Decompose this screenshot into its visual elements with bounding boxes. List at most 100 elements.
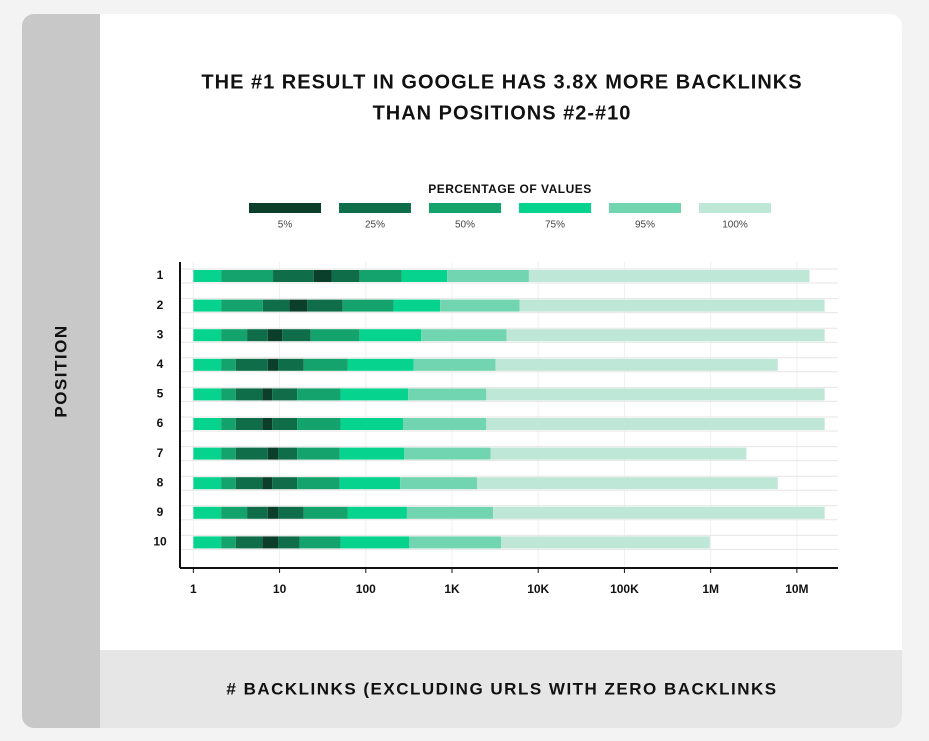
bar-segment xyxy=(262,477,273,490)
y-tick-label: 2 xyxy=(157,298,164,312)
bar-segment xyxy=(297,447,340,460)
bar-segment xyxy=(307,299,343,312)
x-tick-label: 100K xyxy=(610,582,639,596)
legend-swatch xyxy=(609,203,681,213)
bar-segment xyxy=(340,418,403,430)
y-tick-label: 9 xyxy=(157,505,164,519)
legend-swatch xyxy=(339,203,411,213)
bar-segment xyxy=(221,358,236,371)
bar-segment xyxy=(495,358,778,371)
bar-segment xyxy=(297,388,341,401)
bar-segment xyxy=(262,388,273,401)
chart-title: THAN POSITIONS #2-#10 xyxy=(373,102,632,124)
bar-segment xyxy=(477,477,778,490)
bar-segment xyxy=(262,299,290,312)
bar-segment xyxy=(402,418,487,430)
bar-segment xyxy=(193,447,222,460)
bar-segment xyxy=(331,270,360,282)
legend-label: 95% xyxy=(635,220,655,231)
x-tick-label: 1M xyxy=(702,582,719,596)
y-axis-label: POSITION xyxy=(51,324,70,417)
bar-segment xyxy=(193,388,222,401)
bar-segment xyxy=(339,477,401,490)
legend-swatch xyxy=(249,203,321,213)
bar-segment xyxy=(282,329,311,342)
bar-segment xyxy=(299,536,341,549)
bar-segment xyxy=(347,358,414,371)
bar-segment xyxy=(221,299,263,312)
x-tick-label: 10M xyxy=(785,582,808,596)
bar-segment xyxy=(342,299,394,312)
bar-segment xyxy=(193,299,222,312)
y-tick-label: 8 xyxy=(157,475,164,489)
bar-segment xyxy=(297,418,341,430)
legend-swatch xyxy=(429,203,501,213)
bar-segment xyxy=(303,506,348,519)
bar-segment xyxy=(262,418,273,430)
bar-segment xyxy=(340,388,409,401)
x-axis-label: # BACKLINKS (EXCLUDING URLS WITH ZERO BA… xyxy=(226,679,777,698)
bar-segment xyxy=(310,329,360,342)
bar-segment xyxy=(221,329,248,342)
x-label-band xyxy=(100,650,902,728)
bar-segment xyxy=(409,536,501,549)
bar-segment xyxy=(247,506,268,519)
chart-title: THE #1 RESULT IN GOOGLE HAS 3.8X MORE BA… xyxy=(201,71,802,93)
x-tick-label: 1 xyxy=(190,582,197,596)
legend-label: 5% xyxy=(278,220,293,231)
x-tick-label: 10K xyxy=(527,582,549,596)
bar-segment xyxy=(193,536,222,549)
bar-segment xyxy=(272,477,298,490)
bar-segment xyxy=(278,358,304,371)
bar-segment xyxy=(272,388,298,401)
bar-segment xyxy=(493,506,825,519)
bar-segment xyxy=(486,388,825,401)
bar-segment xyxy=(193,506,222,519)
bar-segment xyxy=(267,447,279,460)
bar-segment xyxy=(486,418,825,430)
bar-segment xyxy=(193,270,222,282)
legend-label: 50% xyxy=(455,220,475,231)
legend-swatch xyxy=(519,203,591,213)
bar-segment xyxy=(421,329,507,342)
legend-label: 100% xyxy=(722,220,748,231)
y-tick-label: 1 xyxy=(157,268,164,282)
y-tick-label: 7 xyxy=(157,446,164,460)
bar-segment xyxy=(221,506,248,519)
bar-segment xyxy=(235,477,263,490)
bar-segment xyxy=(408,388,487,401)
bar-segment xyxy=(267,329,283,342)
bar-segment xyxy=(221,388,236,401)
bar-segment xyxy=(221,477,236,490)
y-label-band xyxy=(22,14,100,728)
legend-label: 75% xyxy=(545,220,565,231)
bar-segment xyxy=(267,506,279,519)
legend-swatch xyxy=(699,203,771,213)
bar-segment xyxy=(506,329,825,342)
bar-segment xyxy=(528,270,810,282)
x-tick-label: 1K xyxy=(444,582,460,596)
bar-segment xyxy=(404,447,491,460)
bar-segment xyxy=(235,447,268,460)
bar-segment xyxy=(193,418,222,430)
y-tick-label: 5 xyxy=(157,387,164,401)
bar-segment xyxy=(413,358,496,371)
y-tick-label: 10 xyxy=(153,535,167,549)
bar-segment xyxy=(235,418,263,430)
bar-segment xyxy=(221,447,236,460)
legend-label: 25% xyxy=(365,220,385,231)
bar-segment xyxy=(359,270,402,282)
bar-segment xyxy=(447,270,529,282)
x-tick-label: 10 xyxy=(273,582,287,596)
bar-segment xyxy=(490,447,747,460)
bar-segment xyxy=(400,477,478,490)
x-tick-label: 100 xyxy=(356,582,376,596)
bar-segment xyxy=(278,506,304,519)
bar-segment xyxy=(278,536,300,549)
bar-segment xyxy=(289,299,308,312)
bar-segment xyxy=(519,299,825,312)
bar-segment xyxy=(339,447,405,460)
bar-segment xyxy=(359,329,422,342)
bar-segment xyxy=(235,358,268,371)
